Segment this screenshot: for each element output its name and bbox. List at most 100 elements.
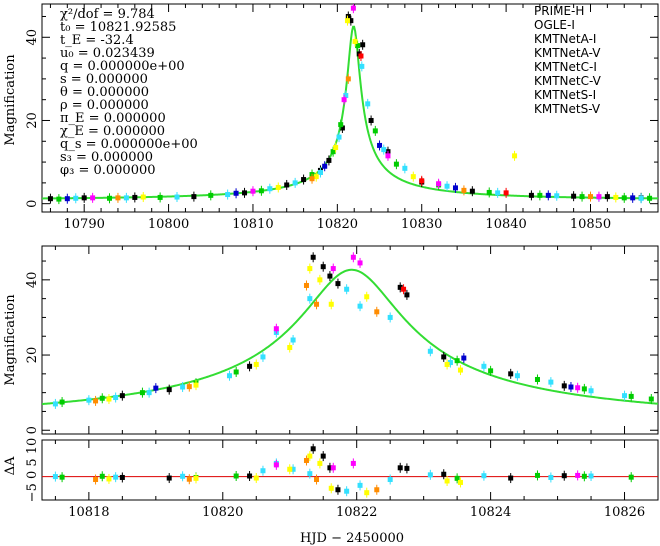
data-point (404, 292, 410, 298)
data-point (454, 358, 460, 364)
param-s: s = 0.000000 (60, 72, 148, 87)
data-point (508, 475, 514, 481)
data-point (548, 379, 554, 385)
data-point (330, 465, 336, 471)
data-point (317, 169, 323, 175)
data-point (338, 122, 344, 128)
data-point (341, 97, 347, 103)
series-kmtnetc-i (52, 284, 628, 409)
data-point (233, 190, 239, 196)
x-tick-label: 10840 (485, 217, 526, 232)
legend-entry-prime-h: PRIME-H (534, 4, 584, 18)
data-point (208, 192, 214, 198)
panel-content (52, 443, 634, 498)
data-point (488, 368, 494, 374)
y-tick-label: 40 (25, 272, 40, 289)
data-point (345, 13, 351, 19)
data-point (441, 354, 447, 360)
data-point (335, 281, 341, 287)
data-point (508, 371, 514, 377)
data-point (307, 471, 313, 477)
data-point (320, 453, 326, 459)
x-axis-label: HJD − 2450000 (300, 531, 404, 546)
data-point (355, 43, 361, 49)
data-point (81, 195, 87, 201)
data-point (419, 178, 425, 184)
data-point (359, 63, 365, 69)
series-kmtnetc-v (273, 458, 581, 481)
legend: PRIME-H OGLE-I KMTNetA-I KMTNetA-V KMTNe… (534, 4, 602, 116)
data-point (313, 174, 319, 180)
series-kmtnetc-v (90, 4, 602, 203)
data-point (393, 161, 399, 167)
data-point (287, 345, 293, 351)
legend-entry-kmtnetc-v: KMTNetC-V (534, 74, 602, 88)
legend-entry-kmtneta-i: KMTNetA-I (534, 32, 596, 46)
data-point (350, 254, 356, 260)
data-point (180, 473, 186, 479)
series-kmtneta-v (153, 353, 574, 394)
x-tick-label: 10822 (336, 505, 377, 520)
data-point (372, 128, 378, 134)
data-point (242, 190, 248, 196)
param-tE: t_E = -32.4 (60, 33, 134, 48)
series-kmtnets-v (93, 455, 380, 495)
series-kmtnets-v (93, 280, 380, 406)
data-point (575, 385, 581, 391)
data-point (365, 101, 371, 107)
data-point (427, 348, 433, 354)
panel-frame (41, 439, 659, 501)
param-chiE: χ_E = 0.000000 (60, 124, 165, 139)
y-tick-label: 20 (25, 347, 40, 364)
data-point (581, 386, 587, 392)
data-point (588, 388, 594, 394)
data-point (579, 194, 585, 200)
data-point (322, 163, 328, 169)
data-point (427, 472, 433, 478)
data-point (309, 176, 315, 182)
data-point (469, 188, 475, 194)
data-point (59, 399, 65, 405)
data-point (548, 474, 554, 480)
data-point (561, 473, 567, 479)
data-point (358, 53, 364, 59)
data-point (514, 373, 520, 379)
model-parameters: χ²/dof = 9.784 t₀ = 10821.92585 t_E = -3… (60, 7, 198, 178)
data-point (113, 395, 119, 401)
data-point (115, 195, 121, 201)
data-point (397, 465, 403, 471)
param-q: q = 0.000000e+00 (60, 59, 185, 74)
data-point (253, 361, 259, 367)
data-point (344, 488, 350, 494)
data-point (174, 194, 180, 200)
data-point (503, 190, 509, 196)
data-point (336, 134, 342, 140)
data-point (284, 182, 290, 188)
data-point (250, 188, 256, 194)
data-point (307, 453, 313, 459)
data-point (357, 260, 363, 266)
data-point (360, 42, 366, 48)
data-point (545, 192, 551, 198)
series-prime-h (119, 252, 567, 401)
data-point (628, 474, 634, 480)
data-point (364, 490, 370, 496)
data-point (273, 326, 279, 332)
data-point (93, 398, 99, 404)
data-point (444, 478, 450, 484)
x-tick-label: 10800 (148, 217, 189, 232)
param-chi2: χ²/dof = 9.784 (60, 7, 155, 22)
data-point (90, 195, 96, 201)
data-point (588, 473, 594, 479)
panel-full-light-curve: 10790 10800 10810 10820 10830 10840 10850 0 20 40 (25, 3, 659, 232)
param-piE: π_E = 0.000000 (60, 111, 166, 126)
y-tick-label: 40 (25, 29, 40, 46)
series-kmtneta-i (59, 355, 654, 408)
data-point (328, 485, 334, 491)
data-point (630, 195, 636, 201)
x-tick-label: 10830 (401, 217, 442, 232)
data-point (344, 18, 350, 24)
data-point (348, 18, 354, 24)
data-point (193, 382, 199, 388)
